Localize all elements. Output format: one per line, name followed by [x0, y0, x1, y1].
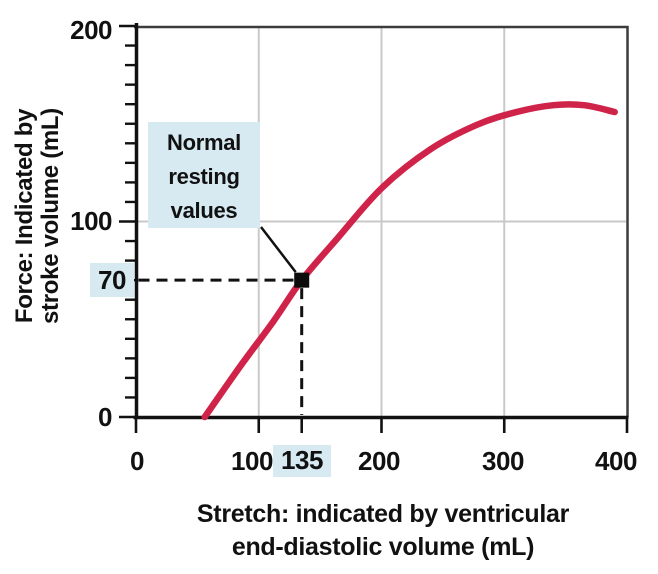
y-tick-label-100: 100 [70, 206, 112, 236]
x-tick-label-135-highlighted: 135 [273, 445, 331, 477]
x-axis-title: Stretch: indicated by ventricular end-di… [138, 498, 628, 564]
y-tick-label-200: 200 [70, 15, 112, 45]
length-tension-curve [201, 101, 618, 421]
callout-line1: Normal [167, 130, 241, 155]
normal-resting-values-marker [294, 272, 310, 288]
x-axis-title-line2: end-diastolic volume (mL) [231, 533, 535, 561]
x-tick-label-0: 0 [130, 446, 144, 476]
x-tick-label-300: 300 [482, 446, 524, 476]
x-tick-label-100: 100 [231, 446, 273, 476]
callout-line2: resting [168, 164, 240, 189]
x-tick-label-400: 400 [595, 446, 637, 476]
x-axis-title-line1: Stretch: indicated by ventricular [196, 500, 570, 528]
y-tick-label-70-highlighted: 70 [90, 263, 134, 297]
x-tick-label-200: 200 [358, 446, 400, 476]
y-tick-label-0: 0 [98, 402, 112, 432]
annotation-pointer-line [260, 226, 297, 273]
callout-line3: values [170, 198, 238, 223]
normal-resting-values-callout: Normal resting values [148, 122, 260, 228]
